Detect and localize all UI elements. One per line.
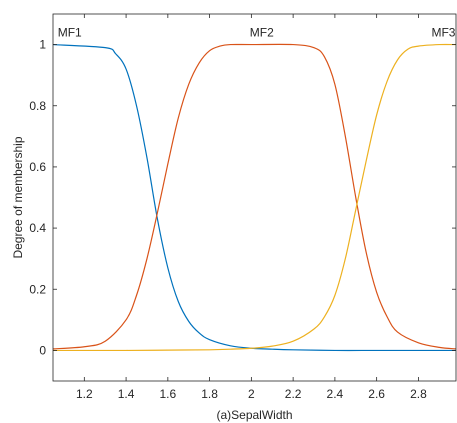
- y-tick-label: 0.2: [29, 282, 46, 296]
- x-axis-label: (a)SepalWidth: [216, 408, 292, 422]
- x-tick-label: 2.6: [368, 387, 385, 401]
- mf-label-mf2: MF2: [250, 25, 274, 39]
- mf-label-mf1: MF1: [58, 25, 82, 39]
- y-axis-label: Degree of membership: [11, 136, 25, 258]
- y-tick-label: 0: [39, 343, 46, 357]
- plot-area: [53, 14, 456, 381]
- mf-labels: MF1 MF2 MF3: [58, 25, 456, 39]
- y-tick-label: 1: [39, 38, 46, 52]
- mf-label-mf3: MF3: [431, 25, 455, 39]
- series-line-mf1: [52, 43, 456, 352]
- x-tick-label: 1.6: [160, 387, 177, 401]
- x-tick-label: 1.2: [76, 387, 93, 401]
- series-line-mf2: [52, 43, 457, 350]
- x-tick-label: 2: [248, 387, 255, 401]
- y-tick-label: 0.6: [29, 160, 46, 174]
- axes-frame: [52, 13, 457, 382]
- series-line-mf3: [52, 43, 457, 352]
- x-tick-label: 1.8: [201, 387, 218, 401]
- x-tick-label: 1.4: [118, 387, 135, 401]
- x-tick-label: 2.8: [410, 387, 427, 401]
- axes: 1.2 1.4 1.6 1.8 2 2.2 2.4 2.6 2.8 0 0.2 0.4 0.6 0.8 1: [29, 13, 457, 401]
- y-tick-label: 0.4: [29, 221, 46, 235]
- x-tick-label: 2.4: [327, 387, 344, 401]
- membership-curves: [52, 43, 457, 352]
- plot-background: [53, 14, 456, 381]
- y-tick-label: 0.8: [29, 99, 46, 113]
- x-tick-label: 2.2: [285, 387, 302, 401]
